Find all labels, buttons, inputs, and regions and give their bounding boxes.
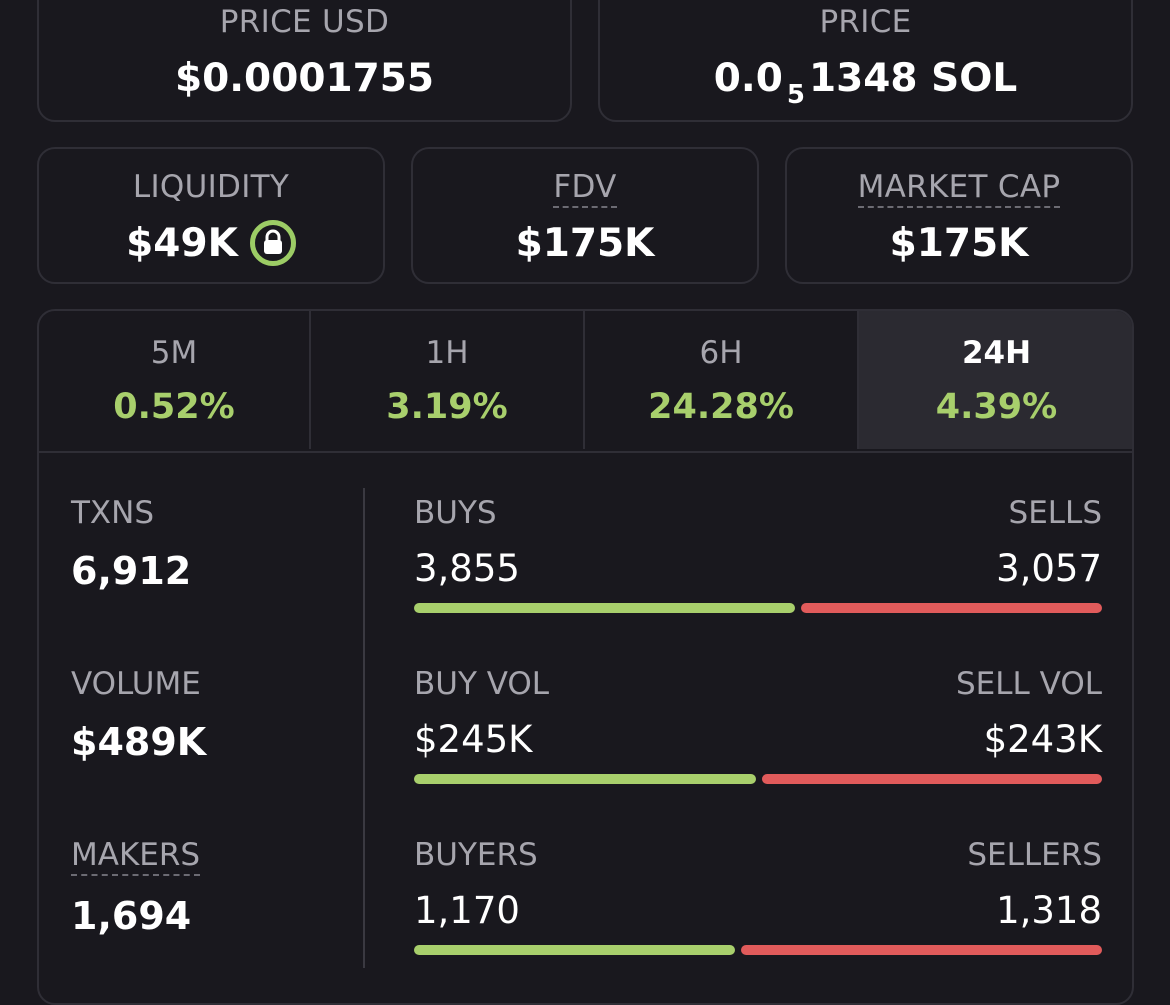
market-cap-label[interactable]: MARKET CAP: [857, 169, 1061, 208]
sells-bar: [801, 603, 1102, 613]
fdv-card: FDV $175K: [411, 147, 759, 284]
buy-vol-bar: [414, 774, 756, 784]
buys-bar: [414, 603, 795, 613]
timeframe-tabs: 5M 0.52% 1H 3.19% 6H 24.28% 24H 4.39%: [39, 311, 1132, 453]
buys-sells-row: BUYS SELLS 3,855 3,057: [414, 495, 1102, 615]
sellers-label: SELLERS: [967, 837, 1102, 873]
fdv-label[interactable]: FDV: [553, 169, 617, 208]
tab-change: 4.39%: [935, 387, 1058, 427]
tab-change: 24.28%: [648, 387, 794, 427]
tab-label: 5M: [150, 335, 198, 371]
lock-icon[interactable]: [249, 219, 296, 266]
fdv-value: $175K: [515, 221, 655, 266]
volume-metric: VOLUME $489K: [71, 666, 206, 764]
sell-vol-value: $243K: [983, 718, 1102, 761]
price-native-rest: 1348 SOL: [808, 56, 1018, 101]
sells-label: SELLS: [1008, 495, 1102, 531]
tab-label: 6H: [699, 335, 743, 371]
summary-column: TXNS 6,912 VOLUME $489K MAKERS 1,694: [39, 451, 364, 1003]
column-divider: [363, 488, 365, 968]
buyers-label: BUYERS: [414, 837, 538, 873]
txns-value: 6,912: [71, 549, 192, 593]
price-usd-value: $0.0001755: [174, 56, 435, 101]
tab-label: 24H: [961, 335, 1032, 371]
buyers-value: 1,170: [414, 889, 520, 932]
txns-metric: TXNS 6,912: [71, 495, 191, 593]
tab-6h[interactable]: 6H 24.28%: [585, 311, 859, 449]
sellers-bar: [741, 945, 1102, 955]
liquidity-label: LIQUIDITY: [132, 169, 290, 205]
buyers-bar: [414, 945, 735, 955]
buy-vol-label: BUY VOL: [414, 666, 550, 702]
liquidity-card: LIQUIDITY $49K: [37, 147, 385, 284]
tab-change: 0.52%: [113, 387, 235, 427]
tab-label: 1H: [425, 335, 469, 371]
volume-label: VOLUME: [71, 666, 201, 702]
buyers-sellers-row: BUYERS SELLERS 1,170 1,318: [414, 837, 1102, 957]
sells-value: 3,057: [996, 547, 1102, 590]
sell-vol-bar: [762, 774, 1102, 784]
tab-change: 3.19%: [386, 387, 508, 427]
sellers-value: 1,318: [996, 889, 1102, 932]
tab-1h[interactable]: 1H 3.19%: [311, 311, 585, 449]
tab-5m[interactable]: 5M 0.52%: [39, 311, 311, 449]
makers-value: 1,694: [71, 894, 192, 938]
buy-vol-value: $245K: [414, 718, 533, 761]
price-usd-label: PRICE USD: [219, 4, 390, 40]
txns-label: TXNS: [71, 495, 155, 531]
volume-value: $489K: [71, 720, 207, 764]
price-native-card: PRICE 0.0 5 1348 SOL: [598, 0, 1133, 122]
price-usd-card: PRICE USD $0.0001755: [37, 0, 572, 122]
makers-metric: MAKERS 1,694: [71, 837, 201, 938]
market-cap-value: $175K: [889, 221, 1029, 266]
buys-value: 3,855: [414, 547, 520, 590]
stats-panel: 5M 0.52% 1H 3.19% 6H 24.28% 24H 4.39% TX…: [37, 309, 1134, 1005]
tab-24h[interactable]: 24H 4.39%: [859, 311, 1132, 449]
price-native-zero-count: 5: [786, 80, 805, 110]
price-native-label: PRICE: [819, 4, 912, 40]
sell-vol-label: SELL VOL: [956, 666, 1102, 702]
price-native-prefix: 0.0: [713, 56, 783, 101]
volume-split-row: BUY VOL SELL VOL $245K $243K: [414, 666, 1102, 786]
makers-label[interactable]: MAKERS: [71, 837, 201, 876]
price-native-value: 0.0 5 1348 SOL: [600, 56, 1131, 110]
liquidity-value: $49K: [126, 221, 238, 266]
market-cap-label-wrap: MARKET CAP: [787, 169, 1131, 208]
fdv-label-wrap: FDV: [413, 169, 757, 208]
market-cap-card: MARKET CAP $175K: [785, 147, 1133, 284]
liquidity-value-row: $49K: [39, 219, 383, 269]
buys-label: BUYS: [414, 495, 497, 531]
